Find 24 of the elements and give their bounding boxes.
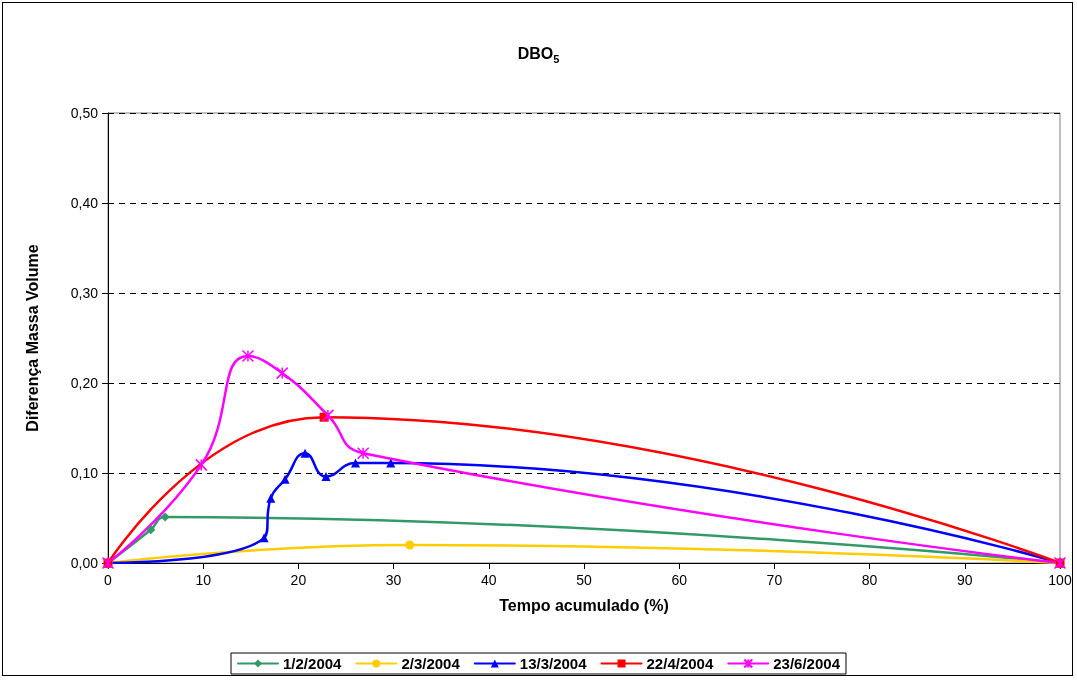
y-tick-label: 0,10 [70, 465, 99, 481]
legend-label: 22/4/2004 [646, 655, 714, 672]
x-tick-label: 90 [957, 572, 973, 588]
legend-label: 23/6/2004 [773, 655, 841, 672]
x-tick-label: 40 [481, 572, 497, 588]
legend-label: 13/3/2004 [519, 655, 588, 672]
y-tick-label: 0,00 [70, 555, 99, 571]
legend-label: 1/2/2004 [283, 655, 343, 672]
y-tick-label: 0,40 [70, 195, 99, 211]
x-tick-label: 0 [104, 572, 113, 588]
x-tick-label: 80 [861, 572, 878, 588]
x-tick-label: 10 [195, 572, 212, 588]
y-tick-label: 0,50 [70, 105, 99, 121]
x-tick-label: 70 [766, 572, 783, 588]
y-tick-label: 0,30 [70, 285, 99, 301]
x-axis-title: Tempo acumulado (%) [499, 596, 669, 614]
x-tick-label: 20 [290, 572, 307, 588]
x-tick-label: 100 [1048, 572, 1072, 588]
x-tick-label: 60 [671, 572, 688, 588]
x-tick-label: 50 [576, 572, 592, 588]
x-tick-label: 30 [385, 572, 402, 588]
y-tick-label: 0,20 [70, 375, 99, 391]
legend-label: 2/3/2004 [401, 655, 461, 672]
y-axis-title: Diferença Massa Volume [23, 244, 41, 432]
